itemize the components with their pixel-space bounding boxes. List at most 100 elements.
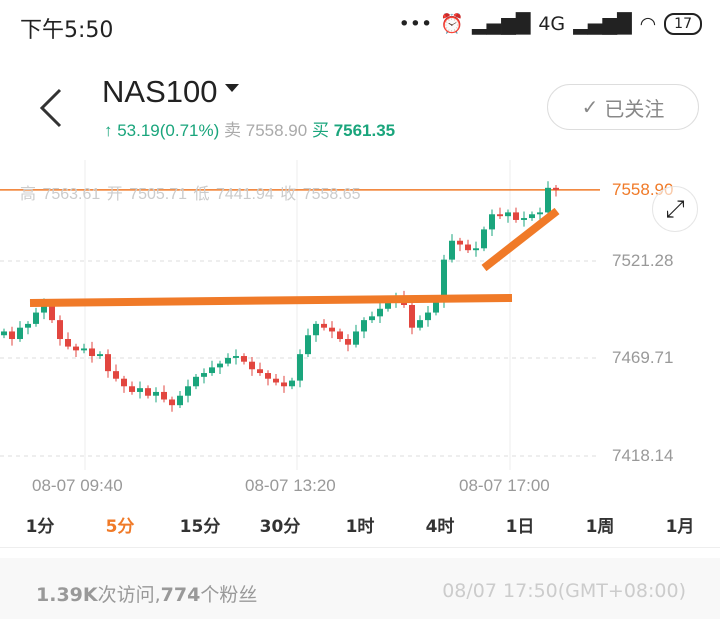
candle: [169, 399, 175, 406]
signal-icon: ▂▄▆█: [471, 12, 531, 35]
candle: [73, 346, 79, 351]
tab-1w[interactable]: 1周: [585, 517, 615, 537]
candle: [313, 323, 319, 336]
candle: [457, 240, 463, 245]
candle: [433, 301, 439, 313]
candle: [41, 304, 47, 313]
buy-price: 7561.35: [333, 121, 396, 140]
candle: [321, 323, 327, 328]
candle: [1, 331, 7, 336]
candle: [449, 240, 455, 260]
check-icon: ✓: [581, 95, 599, 119]
candle: [529, 214, 535, 219]
candle: [465, 244, 471, 251]
candle: [65, 339, 71, 347]
trend-line: [481, 207, 560, 272]
y-tick: 7418.14: [612, 446, 674, 465]
candle: [265, 373, 271, 379]
low-value: 低 7441.94: [193, 186, 274, 203]
candle: [49, 304, 55, 321]
follow-button[interactable]: ✓ 已关注: [547, 84, 699, 130]
candle: [121, 378, 127, 387]
candle: [217, 363, 223, 368]
caret-down-icon: [225, 83, 240, 92]
tab-1mo[interactable]: 1月: [665, 517, 695, 537]
sell-price: 7558.90: [245, 121, 308, 140]
period-tabs: 1分 5分 15分 30分 1时 4时 1日 1周 1月: [0, 508, 720, 548]
candle: [305, 335, 311, 355]
candle: [377, 308, 383, 317]
candle: [33, 312, 39, 324]
open-value: 开 7505.71: [106, 186, 188, 203]
y-tick: 7521.28: [612, 251, 674, 270]
candle: [409, 304, 415, 328]
candle: [193, 376, 199, 387]
visit-label: 次访问,: [97, 584, 161, 606]
candle: [81, 348, 87, 351]
signal-icon: ▂▄▆█: [573, 12, 632, 35]
candle: [473, 248, 479, 251]
candle: [361, 320, 367, 332]
candlestick-chart[interactable]: [0, 160, 720, 505]
candle: [17, 327, 23, 340]
candle: [145, 388, 151, 396]
candle: [329, 327, 335, 332]
candle: [209, 367, 215, 374]
footer: 1.39K次访问,774个粉丝 08/07 17:50(GMT+08:00): [0, 558, 720, 619]
tab-4h[interactable]: 4时: [425, 517, 455, 537]
back-icon[interactable]: [38, 88, 64, 128]
status-bar: 下午5:50 ••• ⏰ ▂▄▆█ 4G ▂▄▆█ ◠ 17: [0, 0, 720, 56]
candle: [289, 380, 295, 387]
candle: [177, 395, 183, 406]
candle: [25, 323, 31, 328]
tab-1d[interactable]: 1日: [505, 517, 535, 537]
candle: [185, 386, 191, 396]
candle: [545, 187, 551, 213]
candle: [297, 354, 303, 381]
candle: [225, 357, 231, 364]
buy-label: 买: [311, 121, 329, 140]
candle: [385, 301, 391, 309]
candle: [481, 229, 487, 249]
trend-line: [29, 294, 513, 307]
tab-30m[interactable]: 30分: [259, 517, 301, 537]
fan-label: 个粉丝: [200, 584, 258, 606]
candle: [9, 331, 15, 340]
x-tick: 08-07 17:00: [459, 476, 550, 495]
candle: [353, 331, 359, 345]
expand-icon[interactable]: ⤢: [652, 186, 698, 232]
candle: [233, 356, 239, 358]
tab-15m[interactable]: 15分: [179, 517, 221, 537]
candle: [441, 259, 447, 302]
candle: [273, 378, 279, 383]
network-type: 4G: [538, 12, 566, 35]
symbol-selector[interactable]: NAS100: [102, 74, 240, 110]
candle: [337, 331, 343, 340]
candle: [489, 214, 495, 230]
tab-1m[interactable]: 1分: [25, 517, 55, 537]
sell-label: 卖: [224, 121, 242, 140]
high-value: 高 7563.61: [20, 186, 101, 203]
ohlc-readout: 高 7563.61 开 7505.71 低 7441.94 收 7558.65: [20, 180, 361, 204]
tab-1h[interactable]: 1时: [345, 517, 375, 537]
more-icon: •••: [398, 12, 433, 35]
clock: 下午5:50: [20, 18, 114, 43]
visit-count: 1.39K: [36, 584, 98, 606]
timestamp: 08/07 17:50(GMT+08:00): [442, 580, 686, 602]
candle: [497, 214, 503, 217]
candle: [417, 320, 423, 328]
candle: [345, 339, 351, 345]
fan-count: 774: [160, 584, 201, 606]
candle: [57, 320, 63, 340]
candle: [369, 316, 375, 321]
candle: [153, 391, 159, 396]
candle: [97, 354, 103, 357]
tab-5m[interactable]: 5分: [105, 517, 135, 537]
price-change: ↑ 53.19(0.71%): [104, 121, 220, 140]
x-tick: 08-07 13:20: [245, 476, 336, 495]
alarm-icon: ⏰: [440, 13, 464, 35]
candle: [505, 212, 511, 217]
candle: [521, 218, 527, 220]
y-tick: 7469.71: [612, 348, 674, 367]
candle: [281, 382, 287, 387]
